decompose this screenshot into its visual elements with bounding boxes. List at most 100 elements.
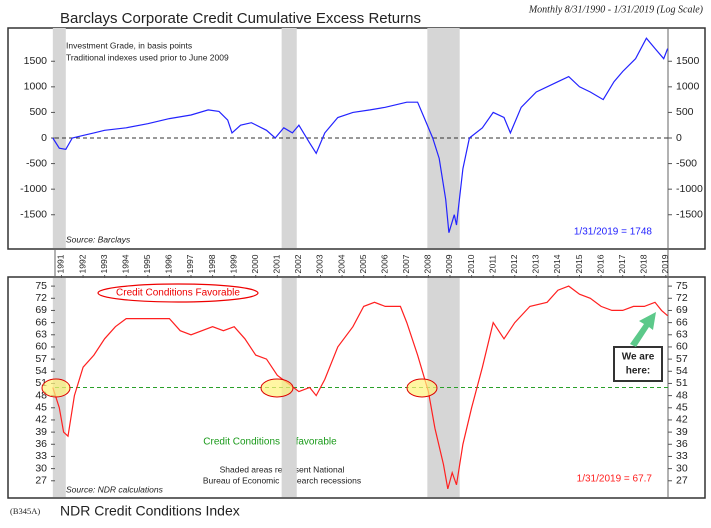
x-tick-label: 1993 (99, 254, 109, 273)
y-tick-label: 36 (676, 438, 688, 450)
y-tick-label: 0 (41, 132, 47, 144)
x-tick-label: 2018 (639, 254, 649, 273)
favorable-label: Credit Conditions Favorable (116, 288, 240, 299)
y-tick-label: 66 (676, 316, 688, 328)
end-label: 1/31/2019 = 67.7 (577, 474, 653, 485)
y-tick-label: 72 (676, 292, 688, 304)
y-tick-label: 27 (35, 475, 47, 487)
y-tick-label: 33 (676, 450, 688, 462)
x-tick-label: 2015 (574, 254, 584, 273)
x-tick-label: 2005 (358, 254, 368, 273)
y-tick-label: 54 (35, 365, 47, 377)
y-tick-label: -1500 (20, 209, 47, 221)
y-tick-label: 1000 (24, 81, 48, 93)
x-tick-label: 2012 (509, 254, 519, 273)
x-tick-label: 2007 (401, 254, 411, 273)
recession-shade (52, 28, 66, 248)
x-tick-label: 2002 (293, 254, 303, 273)
y-tick-label: -1000 (676, 183, 703, 195)
x-tick-label: 2001 (272, 254, 282, 273)
subtitle: Monthly 8/31/1990 - 1/31/2019 (Log Scale… (528, 4, 704, 15)
note: Investment Grade, in basis points (66, 40, 192, 50)
x-tick-label: 2011 (487, 255, 497, 274)
y-tick-label: 1500 (676, 55, 700, 67)
y-tick-label: 75 (676, 280, 688, 292)
note: Traditional indexes used prior to June 2… (66, 52, 229, 62)
y-tick-label: 63 (35, 329, 47, 341)
y-tick-label: 51 (35, 377, 47, 389)
callout: We are (622, 352, 655, 363)
x-tick-label: 2003 (315, 254, 325, 273)
y-tick-label: 1500 (24, 55, 48, 67)
x-tick-label: 2019 (660, 254, 670, 273)
x-tick-label: 1998 (207, 254, 217, 273)
y-tick-label: 42 (676, 414, 688, 426)
y-tick-label: 1000 (676, 81, 700, 93)
y-tick-label: -500 (26, 157, 47, 169)
y-tick-label: 39 (35, 426, 47, 438)
x-tick-label: 2016 (595, 254, 605, 273)
x-tick-label: 2004 (336, 254, 346, 273)
y-tick-label: 30 (35, 462, 47, 474)
y-tick-label: 33 (35, 450, 47, 462)
y-tick-label: 63 (676, 329, 688, 341)
x-tick-label: 2013 (531, 254, 541, 273)
y-tick-label: 75 (35, 280, 47, 292)
x-tick-label: 1991 (56, 254, 66, 273)
x-tick-label: 2008 (423, 254, 433, 273)
callout: here: (626, 366, 650, 377)
y-tick-label: 30 (676, 462, 688, 474)
y-tick-label: 72 (35, 292, 47, 304)
source: Source: NDR calculations (66, 484, 164, 494)
end-label: 1/31/2019 = 1748 (574, 227, 653, 238)
y-tick-label: 66 (35, 316, 47, 328)
x-tick-label: 1996 (164, 254, 174, 273)
y-tick-label: 51 (676, 377, 688, 389)
x-tick-label: 2009 (444, 254, 454, 273)
panel: 1500 1500 1000 1000 500 500 0 0 -500 -500 -1000 -10… (20, 28, 703, 248)
y-tick-label: 69 (676, 304, 688, 316)
highlight (41, 378, 71, 398)
y-tick-label: 45 (676, 402, 688, 414)
x-tick-label: 2017 (617, 254, 627, 273)
highlights (41, 378, 438, 398)
y-tick-label: 48 (35, 389, 47, 401)
y-tick-label: 42 (35, 414, 47, 426)
y-tick-label: 60 (35, 341, 47, 353)
bottom-title: NDR Credit Conditions Index (60, 503, 240, 519)
bottom-frame (7, 276, 706, 499)
y-tick-label: 45 (35, 402, 47, 414)
x-tick-label: 2006 (379, 254, 389, 273)
x-tick-label: 1997 (185, 254, 195, 273)
y-tick-label: 57 (35, 353, 47, 365)
unfavorable-label: Credit Conditions Unfavorable (203, 437, 337, 448)
y-tick-label: 57 (676, 353, 688, 365)
y-tick-label: -1500 (676, 209, 703, 221)
callout-arrow (630, 312, 656, 347)
y-tick-label: 60 (676, 341, 688, 353)
x-tick-label: 1995 (142, 254, 152, 273)
highlight (260, 378, 294, 398)
x-tick-label: 1999 (228, 254, 238, 273)
top-frame (7, 27, 706, 250)
y-tick-label: 500 (29, 106, 47, 118)
data-line (52, 285, 668, 490)
y-tick-label: 54 (676, 365, 688, 377)
y-tick-label: 48 (676, 389, 688, 401)
y-tick-label: 39 (676, 426, 688, 438)
y-tick-label: 0 (676, 132, 682, 144)
x-tick-label: 1994 (120, 254, 130, 273)
source: Source: Barclays (66, 234, 131, 244)
x-tick-label: 2010 (466, 254, 476, 273)
x-tick-label: 2000 (250, 254, 260, 273)
code: (B345A) (10, 506, 40, 516)
y-tick-label: -500 (676, 157, 697, 169)
x-tick-label: 2014 (552, 254, 562, 273)
callout-ellipse (97, 283, 259, 303)
y-tick-label: -1000 (20, 183, 47, 195)
y-tick-label: 500 (676, 106, 694, 118)
x-tick-label: 1992 (77, 254, 87, 273)
callout-box (613, 346, 663, 382)
y-tick-label: 27 (676, 475, 688, 487)
